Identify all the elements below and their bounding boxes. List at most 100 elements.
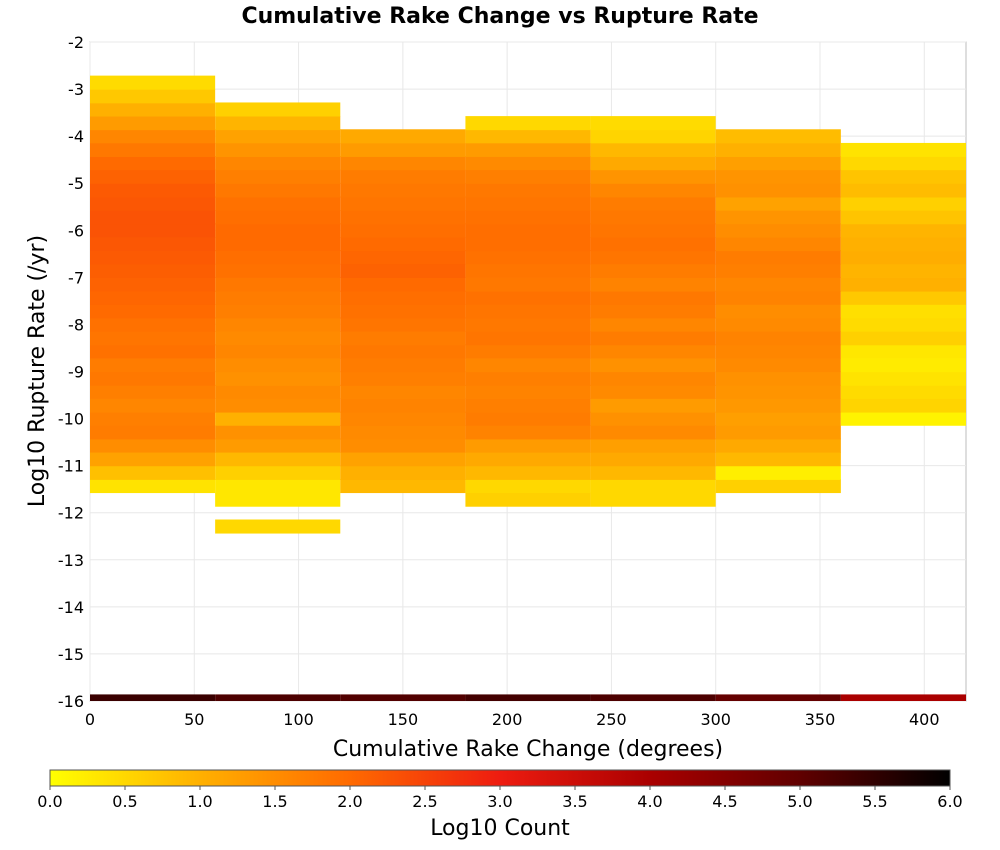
heatmap-cell bbox=[340, 263, 466, 278]
heatmap-cell bbox=[465, 425, 591, 440]
heatmap-cell bbox=[340, 384, 466, 399]
chart-title: Cumulative Rake Change vs Rupture Rate bbox=[241, 4, 758, 29]
heatmap-cell bbox=[215, 492, 341, 507]
heatmap-cell bbox=[215, 263, 341, 278]
heatmap-cell bbox=[90, 317, 216, 332]
colorbar-tick-label: 5.5 bbox=[862, 792, 887, 811]
heatmap-cell bbox=[465, 210, 591, 225]
heatmap-cell bbox=[590, 492, 716, 507]
heatmap-cell bbox=[215, 411, 341, 426]
heatmap-cell bbox=[465, 169, 591, 184]
heatmap-cell bbox=[90, 183, 216, 198]
heatmap-cell bbox=[215, 196, 341, 211]
heatmap-cell bbox=[715, 317, 841, 332]
heatmap-cell bbox=[840, 384, 966, 399]
heatmap-cell bbox=[590, 196, 716, 211]
heatmap-cell bbox=[340, 196, 466, 211]
heatmap-cell bbox=[840, 398, 966, 413]
heatmap-cell bbox=[715, 223, 841, 238]
heatmap-cell bbox=[840, 263, 966, 278]
heatmap-cell bbox=[715, 210, 841, 225]
heatmap-cell bbox=[340, 250, 466, 265]
heatmap-cell bbox=[590, 277, 716, 292]
heatmap-cell bbox=[465, 156, 591, 171]
heatmap-cell bbox=[715, 411, 841, 426]
heatmap-cell bbox=[840, 250, 966, 265]
heatmap-cell bbox=[90, 479, 216, 494]
heatmap-cell bbox=[840, 358, 966, 373]
heatmap-cell bbox=[340, 317, 466, 332]
heatmap-cell bbox=[340, 358, 466, 373]
heatmap-cell bbox=[340, 142, 466, 157]
heatmap-cell bbox=[90, 196, 216, 211]
heatmap-cell bbox=[465, 438, 591, 453]
y-tick-label: -11 bbox=[58, 457, 84, 476]
heatmap-cell bbox=[340, 237, 466, 252]
colorbar-tick-label: 4.5 bbox=[712, 792, 737, 811]
heatmap-cell bbox=[90, 425, 216, 440]
heatmap-cell bbox=[715, 169, 841, 184]
heatmap-cell bbox=[90, 102, 216, 117]
y-tick-label: -3 bbox=[68, 80, 84, 99]
heatmap-cell bbox=[90, 331, 216, 346]
heatmap-cell bbox=[215, 425, 341, 440]
heatmap-cell bbox=[215, 277, 341, 292]
colorbar-tick-label: 2.5 bbox=[412, 792, 437, 811]
heatmap-cell bbox=[215, 156, 341, 171]
colorbar-tick-label: 5.0 bbox=[787, 792, 812, 811]
heatmap-cell bbox=[840, 317, 966, 332]
heatmap-cell bbox=[215, 438, 341, 453]
heatmap-cell bbox=[840, 344, 966, 359]
heatmap-cell bbox=[465, 277, 591, 292]
heatmap-cell bbox=[215, 344, 341, 359]
heatmap-cell bbox=[215, 398, 341, 413]
heatmap-cell bbox=[340, 411, 466, 426]
heatmap-cell bbox=[465, 317, 591, 332]
heatmap-cell bbox=[715, 384, 841, 399]
heatmap-cell bbox=[340, 694, 466, 701]
heatmap-cell bbox=[465, 290, 591, 305]
heatmap-cell bbox=[715, 196, 841, 211]
heatmap-cell bbox=[90, 438, 216, 453]
heatmap-cell bbox=[840, 304, 966, 319]
heatmap-cell bbox=[840, 331, 966, 346]
heatmap-cell bbox=[590, 425, 716, 440]
heatmap-cell bbox=[465, 479, 591, 494]
heatmap-cell bbox=[465, 358, 591, 373]
heatmap-cell bbox=[715, 438, 841, 453]
y-tick-label: -5 bbox=[68, 174, 84, 193]
y-tick-label: -12 bbox=[58, 504, 84, 523]
heatmap-cell bbox=[465, 694, 591, 701]
heatmap-cell bbox=[590, 129, 716, 144]
heatmap-cell bbox=[340, 304, 466, 319]
heatmap-cell bbox=[215, 129, 341, 144]
heatmap-cell bbox=[465, 196, 591, 211]
heatmap-cell bbox=[90, 694, 216, 701]
heatmap-cell bbox=[590, 331, 716, 346]
heatmap-cell bbox=[715, 250, 841, 265]
heatmap-cell bbox=[340, 210, 466, 225]
heatmap-cell bbox=[340, 479, 466, 494]
heatmap-cell bbox=[90, 156, 216, 171]
heatmap-cell bbox=[215, 331, 341, 346]
heatmap-cell bbox=[590, 290, 716, 305]
heatmap-cell bbox=[340, 223, 466, 238]
heatmap-cell bbox=[715, 479, 841, 494]
heatmap-cell bbox=[90, 452, 216, 467]
heatmap-cell bbox=[590, 169, 716, 184]
heatmap-cell bbox=[215, 142, 341, 157]
heatmap-cell bbox=[840, 156, 966, 171]
heatmap-cell bbox=[90, 142, 216, 157]
heatmap-cell bbox=[465, 304, 591, 319]
heatmap-cell bbox=[715, 142, 841, 157]
heatmap-cell bbox=[215, 304, 341, 319]
heatmap-cell bbox=[90, 358, 216, 373]
heatmap-cell bbox=[590, 398, 716, 413]
heatmap-cell bbox=[590, 116, 716, 131]
x-tick-label: 150 bbox=[388, 710, 419, 729]
heatmap-cell bbox=[840, 223, 966, 238]
heatmap-cell bbox=[90, 411, 216, 426]
heatmap-cell bbox=[840, 290, 966, 305]
heatmap-cell bbox=[465, 263, 591, 278]
